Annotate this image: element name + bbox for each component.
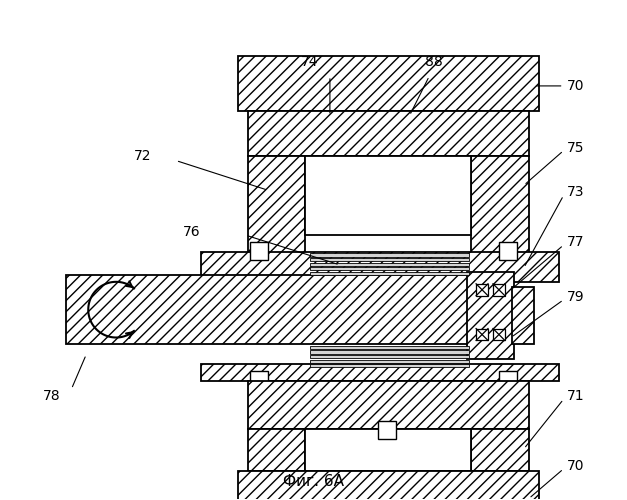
Text: Фиг. 6А: Фиг. 6А (283, 474, 344, 488)
Text: 77: 77 (567, 235, 584, 249)
Bar (310, 364, 469, 368)
Bar (499, 242, 517, 260)
Bar (201, 364, 559, 382)
Text: 71: 71 (567, 389, 584, 403)
Bar (310, 346, 469, 349)
Text: 74: 74 (301, 55, 319, 69)
Bar (499, 372, 517, 389)
Bar (471, 156, 529, 255)
Bar (66, 275, 469, 344)
Bar (310, 254, 469, 256)
Bar (250, 242, 268, 260)
Bar (201, 252, 559, 282)
Bar (250, 372, 268, 389)
Text: 70: 70 (567, 79, 584, 93)
Bar (310, 262, 469, 266)
Bar (377, 421, 396, 439)
Bar (310, 267, 469, 270)
Bar (310, 350, 469, 354)
Text: 79: 79 (567, 290, 584, 304)
Bar (512, 287, 534, 344)
Text: 73: 73 (567, 186, 584, 200)
Bar (467, 272, 514, 360)
Bar (310, 355, 469, 358)
Text: 88: 88 (426, 55, 443, 69)
Bar (305, 429, 471, 471)
Bar (248, 111, 529, 156)
Bar (238, 471, 539, 500)
Bar (248, 429, 305, 471)
Bar (305, 156, 471, 235)
Bar (493, 284, 505, 296)
Text: 72: 72 (134, 148, 151, 162)
Text: 78: 78 (43, 389, 60, 403)
Text: 70: 70 (567, 459, 584, 473)
Bar (476, 284, 488, 296)
Bar (248, 382, 529, 429)
Bar (310, 258, 469, 261)
Text: 75: 75 (567, 140, 584, 154)
Bar (476, 328, 488, 340)
Bar (471, 429, 529, 471)
Bar (493, 328, 505, 340)
Text: 76: 76 (183, 225, 201, 239)
Bar (310, 360, 469, 363)
Bar (248, 156, 305, 255)
Bar (310, 272, 469, 275)
Bar (238, 56, 539, 111)
